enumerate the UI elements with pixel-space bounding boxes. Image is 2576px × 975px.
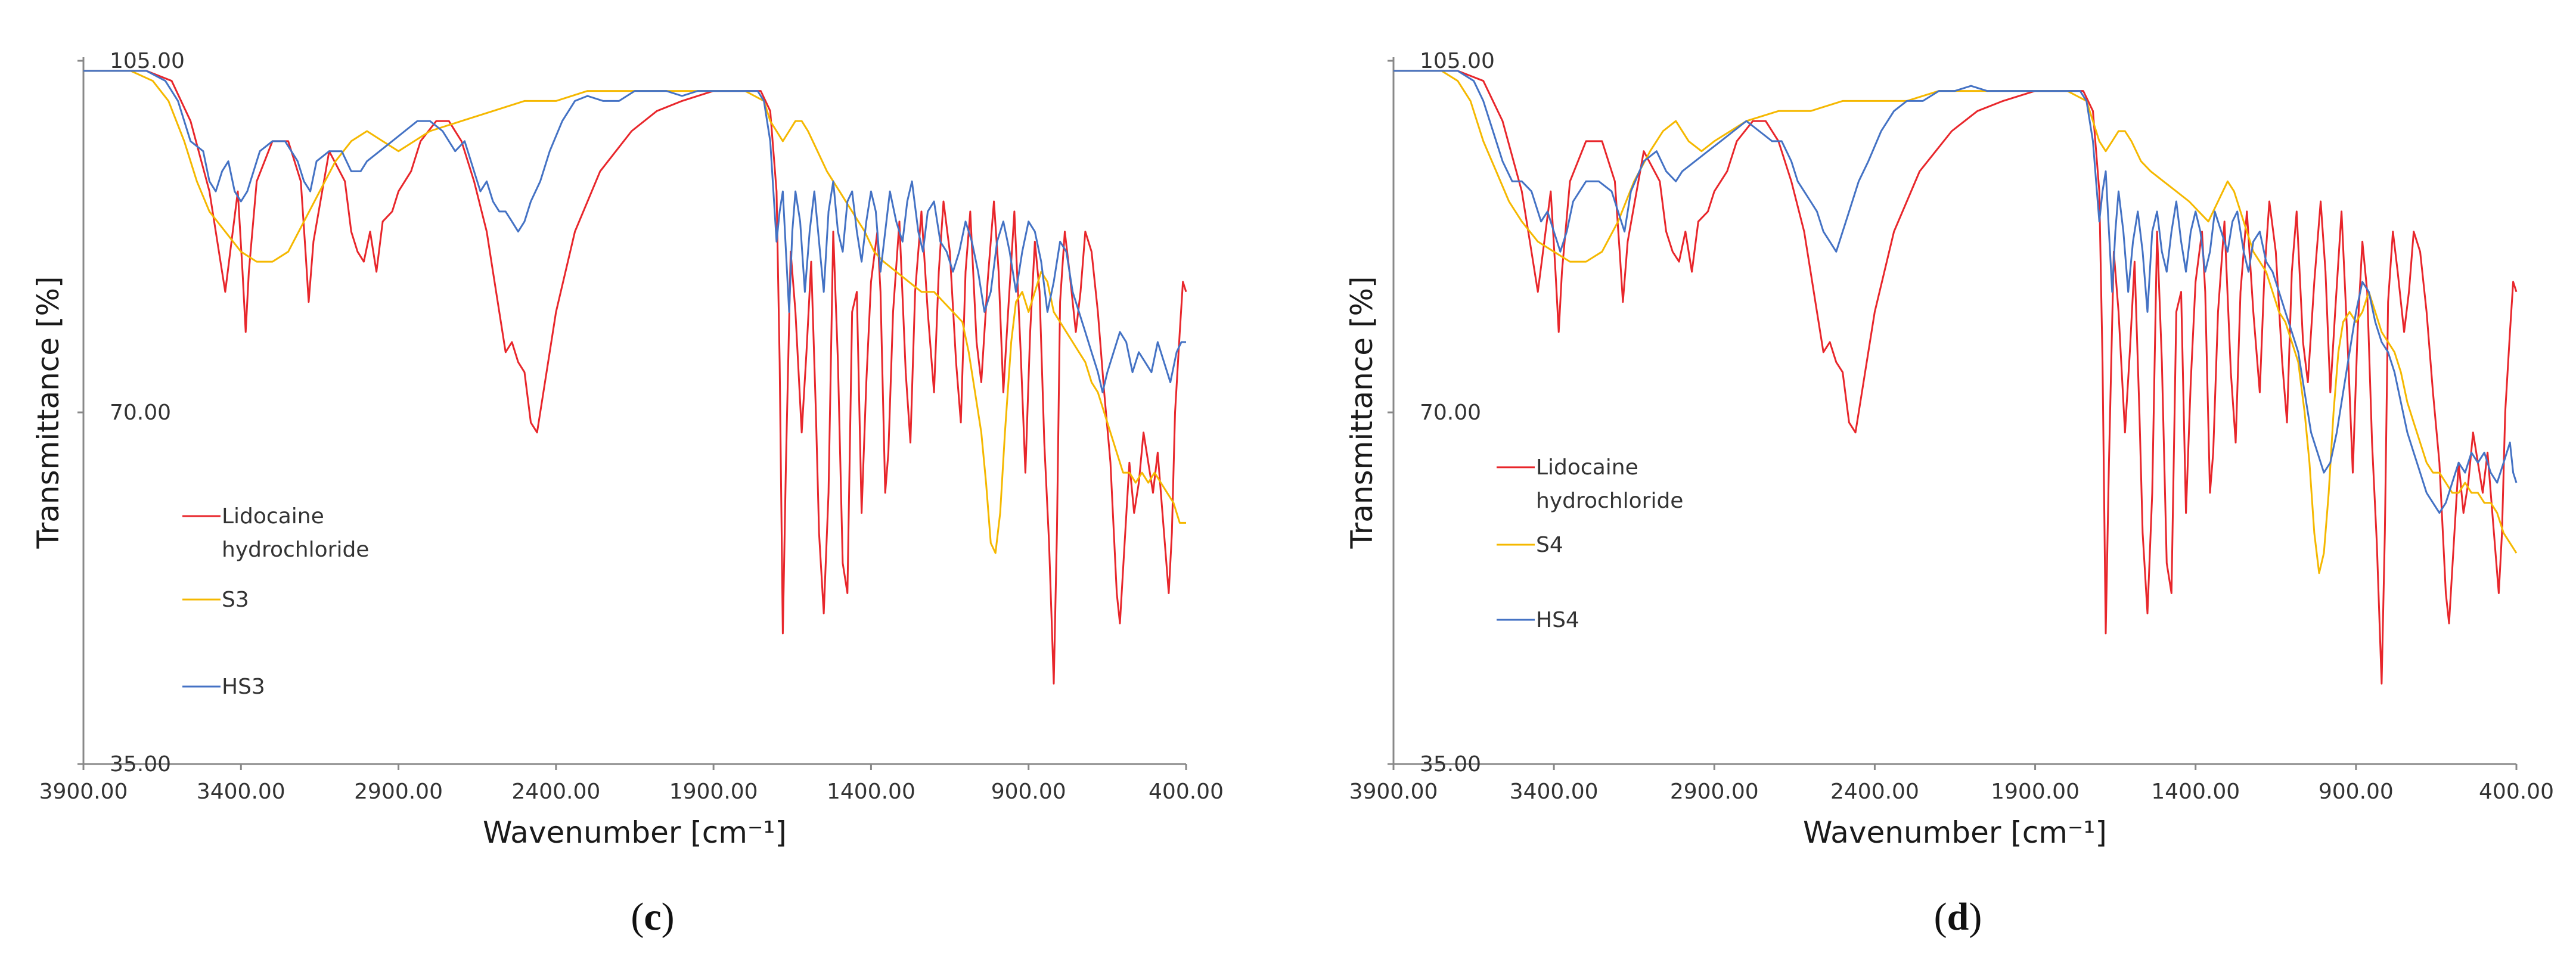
ir-spectrum-panel-d: 105.00 70.00 35.00 3900.00 3400.00 2900.00 240… (1345, 49, 2554, 939)
x-tick-label: 3400.00 (197, 780, 285, 804)
legend-label: S4 (1536, 533, 1563, 557)
x-tick-label: 2900.00 (1670, 780, 1759, 804)
legend-label: Lidocaine (1536, 455, 1638, 480)
legend-label: HS3 (222, 675, 265, 699)
legend-label: HS4 (1536, 608, 1579, 632)
legend-label: hydrochloride (1536, 489, 1683, 513)
x-axis-title: Wavenumber [cm⁻¹] (483, 815, 787, 850)
series-line-hs4 (1393, 70, 2518, 514)
x-tick-label: 2900.00 (354, 780, 443, 804)
series-line-lidocaine-hydrochloride (83, 70, 1187, 685)
y-axis-title: Transmittance [%] (1345, 277, 1379, 549)
y-tick-label: 105.00 (1420, 49, 1495, 73)
legend-label: Lidocaine (222, 504, 324, 529)
legend-label: hydrochloride (222, 538, 369, 562)
y-tick-label: 105.00 (110, 49, 185, 73)
y-tick-label: 70.00 (1420, 400, 1481, 425)
series-line-hs3 (83, 70, 1186, 393)
x-axis-title: Wavenumber [cm⁻¹] (1803, 815, 2107, 850)
x-tick-label: 900.00 (991, 780, 1066, 804)
x-tick-label: 900.00 (2319, 780, 2394, 804)
x-tick-label: 1400.00 (827, 780, 915, 804)
y-tick-label: 35.00 (1420, 752, 1481, 777)
panel-caption: (d) (1934, 895, 1982, 939)
x-tick-label: 3400.00 (1510, 780, 1599, 804)
series-line-s4 (1393, 70, 2518, 575)
x-tick-label: 1900.00 (1991, 780, 2080, 804)
panel-caption: (c) (631, 895, 674, 939)
y-axis-title: Transmittance [%] (31, 277, 66, 549)
ir-spectrum-panel-c: 105.00 70.00 35.00 3900.00 3400.00 2900.00 240… (31, 49, 1224, 939)
x-tick-label: 2400.00 (1830, 780, 1919, 804)
x-tick-label: 1400.00 (2151, 780, 2240, 804)
x-tick-label: 3900.00 (39, 780, 128, 804)
y-tick-label: 70.00 (110, 400, 171, 425)
legend-label: S3 (222, 588, 249, 612)
x-tick-label: 400.00 (2479, 780, 2554, 804)
x-tick-label: 1900.00 (669, 780, 758, 804)
x-tick-label: 2400.00 (511, 780, 600, 804)
x-tick-label: 3900.00 (1349, 780, 1438, 804)
y-tick-label: 35.00 (110, 752, 171, 777)
series-line-lidocaine-hydrochloride (1393, 70, 2518, 685)
panel-letter: d (1947, 895, 1969, 939)
x-tick-label: 400.00 (1149, 780, 1224, 804)
panel-letter: c (644, 895, 661, 939)
